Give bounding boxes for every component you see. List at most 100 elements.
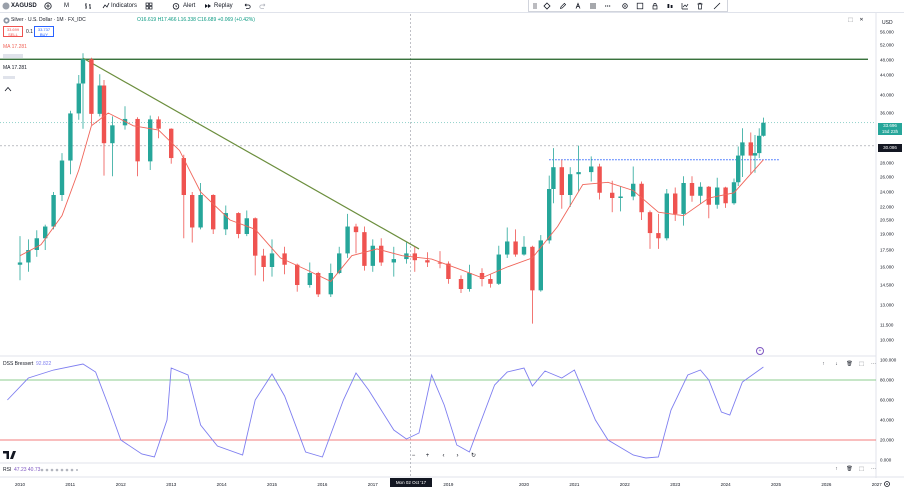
chart-icon[interactable] <box>681 2 689 10</box>
candle-body <box>752 153 758 156</box>
time-tick-label: 2020 <box>519 482 530 487</box>
line-width-icon[interactable] <box>589 2 597 10</box>
ma-legend-1[interactable]: MA 17.281 <box>3 44 27 50</box>
price-axis-currency[interactable]: USD <box>882 20 893 26</box>
pen-icon[interactable] <box>559 2 567 10</box>
bottom-indicator-values: 47.23 40.73 <box>14 467 41 473</box>
time-tick-label: 2025 <box>771 482 782 487</box>
price-tick-label: 16.000 <box>880 265 894 270</box>
candle-body <box>156 119 161 129</box>
lock-icon[interactable] <box>651 2 659 10</box>
price-tick-label: 11.500 <box>880 323 894 328</box>
candle-body <box>26 250 31 263</box>
candle-body <box>559 167 564 195</box>
candle-body <box>698 186 703 196</box>
price-tick-label: 17.500 <box>880 248 894 253</box>
pane-close-button[interactable]: ✕ <box>859 17 864 23</box>
time-tick-label: 2010 <box>15 482 26 487</box>
time-tick-label: 2021 <box>569 482 580 487</box>
candle-body <box>530 246 535 291</box>
visibility-icon[interactable] <box>636 2 644 10</box>
scroll-right-button[interactable]: › <box>456 453 459 459</box>
time-tick-label: 2013 <box>166 482 177 487</box>
candles-icon[interactable] <box>666 2 674 10</box>
alert-marker[interactable]: + <box>756 347 764 355</box>
candle-body <box>748 142 753 156</box>
reset-chart-button[interactable]: ↻ <box>470 453 477 459</box>
zoom-in-button[interactable]: + <box>425 453 430 459</box>
candle-body <box>269 253 275 267</box>
price-tick-label: 19.000 <box>880 232 894 237</box>
price-tick-label: 56.000 <box>880 30 894 35</box>
indicator-placeholder-icon <box>3 54 23 58</box>
crosshair-time-value: Mon 02 Oct '17 <box>395 480 427 485</box>
candle-body <box>362 232 367 266</box>
bottom-maximize-button[interactable]: ⬚ <box>859 466 864 472</box>
crosshair-price-tag: 30.086 <box>878 144 902 152</box>
candle-body <box>169 128 174 159</box>
candle-body <box>80 59 86 84</box>
fill-icon[interactable] <box>543 2 551 10</box>
drag-handle-icon[interactable] <box>531 2 539 10</box>
more-icon[interactable] <box>713 2 721 10</box>
symbol-icon <box>3 17 10 24</box>
candle-body <box>647 212 653 234</box>
delete-icon[interactable] <box>696 2 704 10</box>
candle-body <box>345 226 350 254</box>
osc-move-up-button[interactable]: ↑ <box>822 361 825 367</box>
collapse-legend-icon[interactable] <box>4 86 12 92</box>
candle-body <box>379 245 384 263</box>
candle-body <box>307 273 312 285</box>
pane-maximize-button[interactable]: ⬚ <box>848 17 853 23</box>
text-color-icon[interactable] <box>574 2 582 10</box>
redo-icon[interactable] <box>259 2 267 10</box>
zoom-out-button[interactable]: − <box>411 453 416 459</box>
crosshair-price-value: 30.086 <box>883 145 897 150</box>
bottom-indicator-label[interactable]: RSI <box>3 467 12 473</box>
sell-button[interactable]: 33.699 SELL <box>3 26 23 37</box>
scroll-left-button[interactable]: ‹ <box>442 453 445 459</box>
oscillator-tick-label: 40.000 <box>880 418 894 423</box>
price-tick-label: 36.000 <box>880 111 894 116</box>
oscillator-label[interactable]: DSS Bressert <box>3 361 34 367</box>
templates-icon[interactable] <box>145 2 153 10</box>
time-tick-label: 2015 <box>267 482 278 487</box>
current-price-value: 33.696 <box>883 123 897 128</box>
candle-body <box>97 85 102 114</box>
replay-icon[interactable] <box>204 2 212 10</box>
bottom-delete-button[interactable]: 🗑 <box>846 466 853 472</box>
candle-body <box>135 118 140 162</box>
undo-icon[interactable] <box>243 2 251 10</box>
line-style-icon[interactable] <box>604 2 612 10</box>
symbol-search[interactable]: XAGUSD <box>11 3 37 9</box>
candle-body <box>316 273 321 295</box>
buy-button[interactable]: 33.737 BUY <box>34 26 54 37</box>
candle-body <box>505 241 510 255</box>
bar-style-icon[interactable] <box>84 2 92 10</box>
indicators-button[interactable]: Indicators <box>111 3 138 9</box>
current-price-tag: 33.696 15d 23h <box>878 123 902 135</box>
ma-legend-2[interactable]: MA 17.281 <box>3 65 27 71</box>
settings-icon[interactable] <box>621 2 629 10</box>
settings-gear-icon[interactable] <box>883 480 891 488</box>
current-price-countdown: 15d 23h <box>881 129 899 134</box>
alert-icon[interactable] <box>172 2 180 10</box>
interval-button[interactable]: M <box>64 3 69 9</box>
osc-move-down-button[interactable]: ↓ <box>835 361 838 367</box>
candle-body <box>513 241 518 255</box>
price-tick-label: 28.000 <box>880 161 894 166</box>
osc-delete-button[interactable]: 🗑 <box>846 361 853 367</box>
bottom-more-button[interactable]: ⋯ <box>871 466 876 472</box>
bottom-move-up-button[interactable]: ↑ <box>835 466 838 472</box>
chart-title[interactable]: Silver · U.S. Dollar · 1M · FX_IDC <box>11 17 86 23</box>
add-symbol-icon[interactable] <box>44 2 52 10</box>
osc-maximize-button[interactable]: ⬚ <box>859 361 864 367</box>
time-tick-label: 2024 <box>721 482 732 487</box>
candle-body <box>68 113 73 161</box>
alert-button[interactable]: Alert <box>183 3 196 9</box>
candle-body <box>211 195 216 230</box>
replay-button[interactable]: Replay <box>214 3 233 9</box>
indicators-icon[interactable] <box>102 2 110 10</box>
osc-more-button[interactable]: ⋯ <box>871 361 876 367</box>
